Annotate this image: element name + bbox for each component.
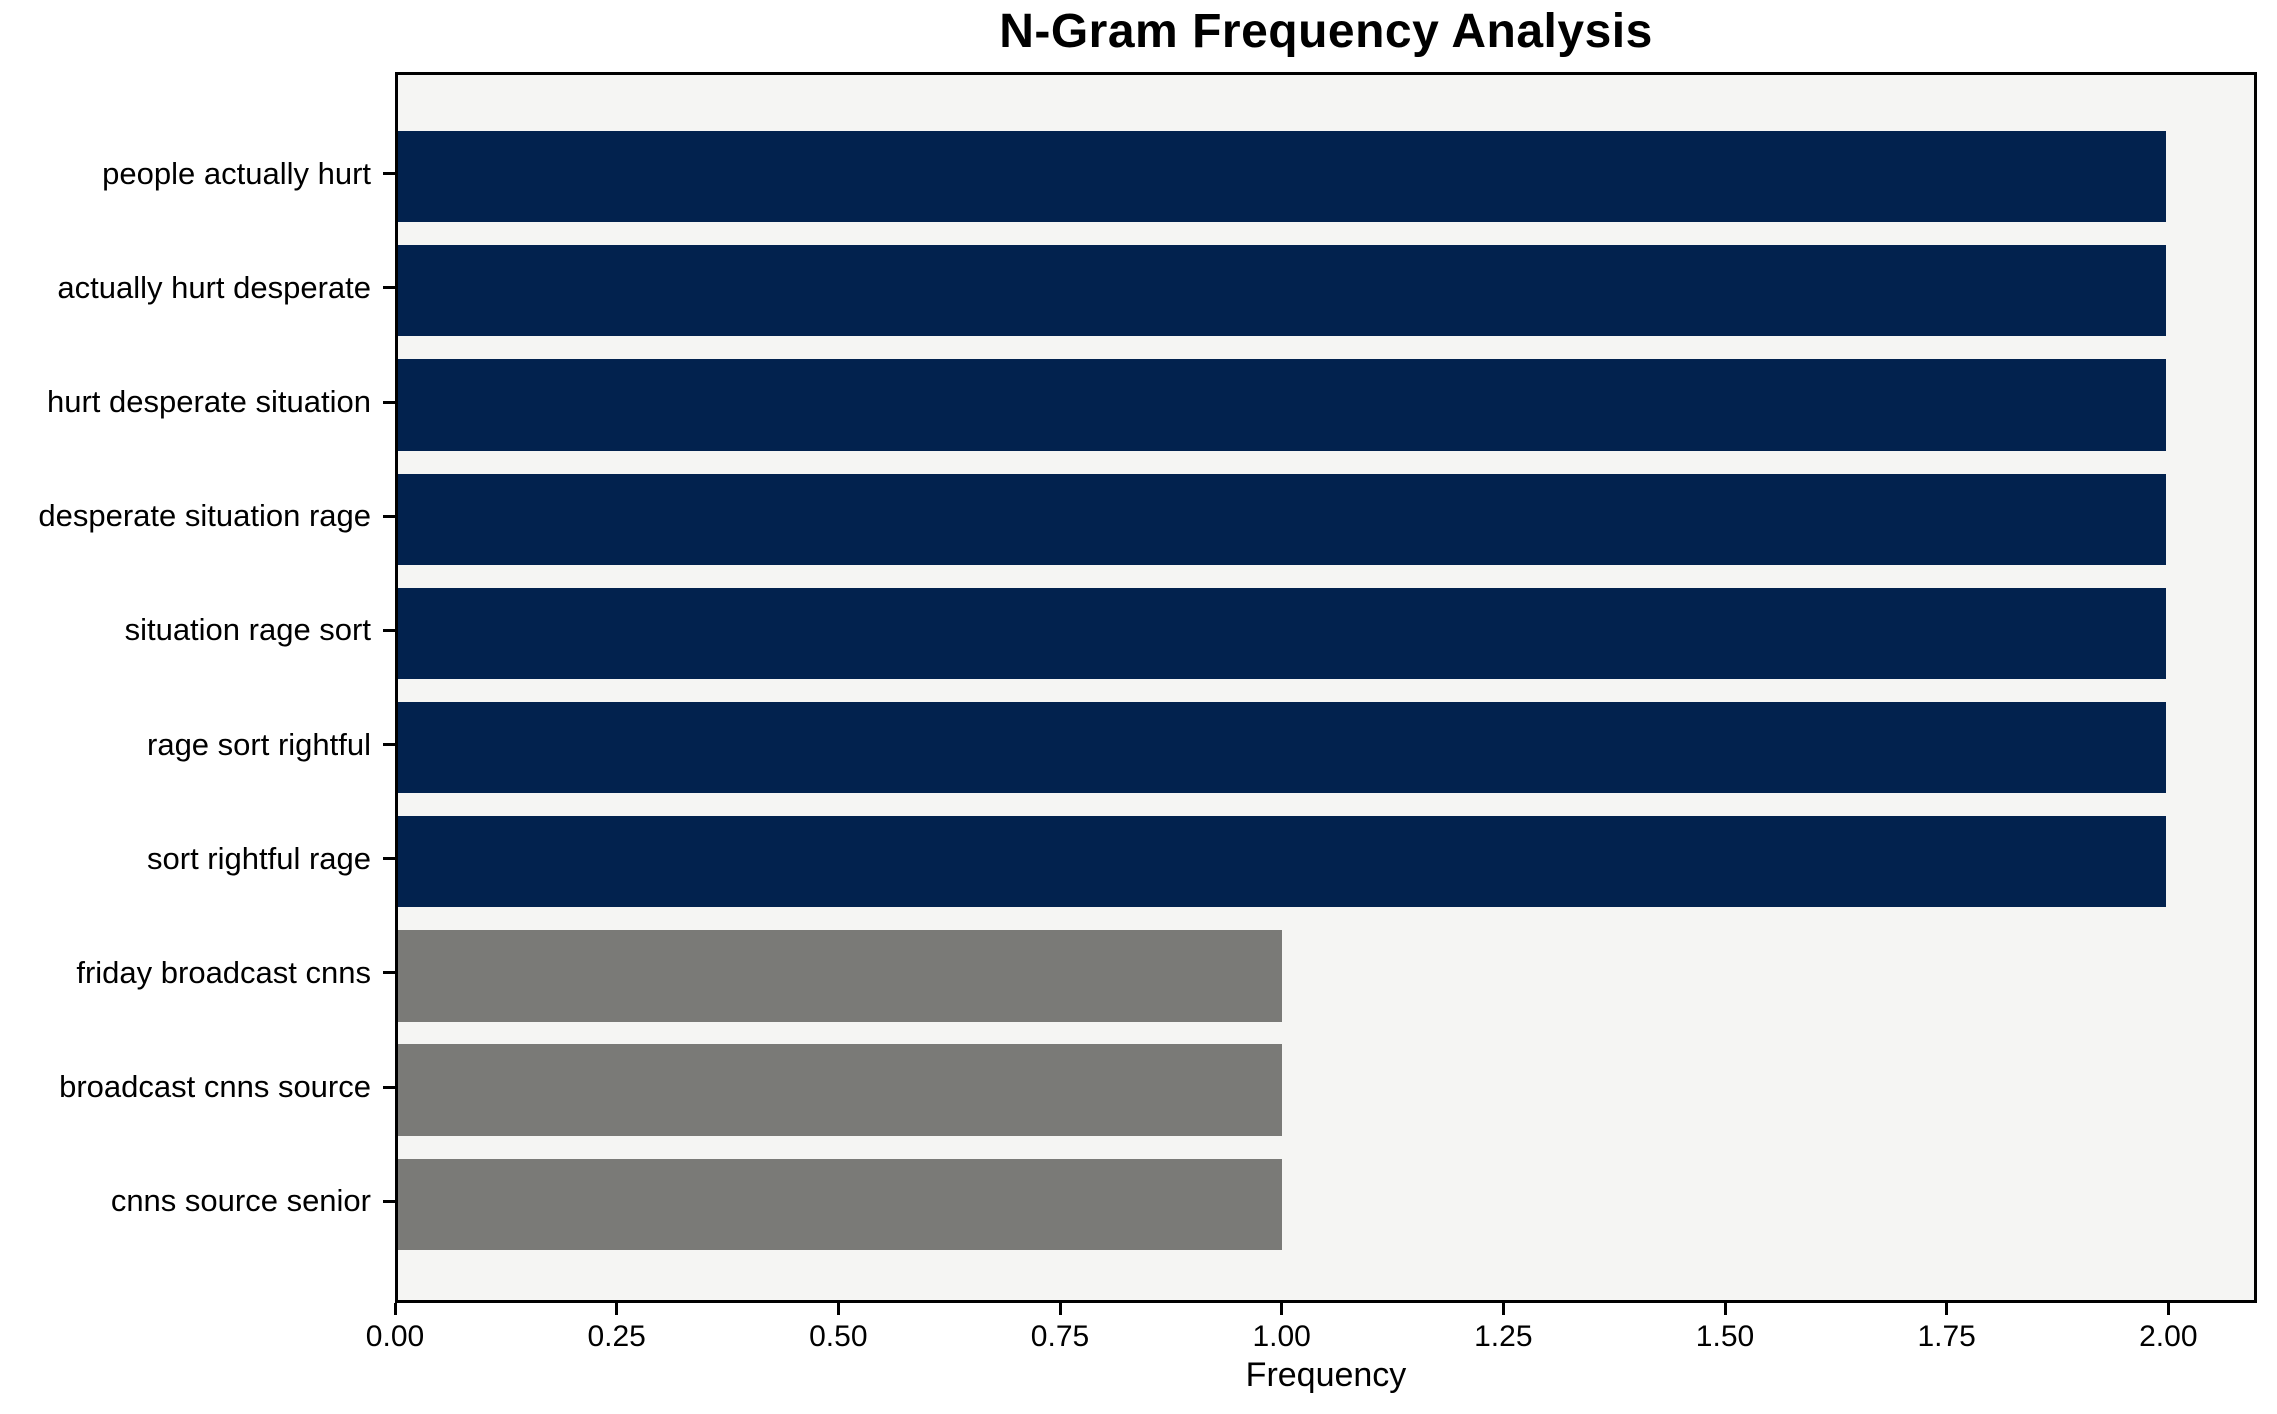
bar <box>398 130 2166 223</box>
x-tick-mark <box>1723 1303 1727 1315</box>
bar <box>398 930 1282 1022</box>
x-tick-mark <box>1058 1303 1062 1315</box>
x-tick-mark <box>1945 1303 1949 1315</box>
bar <box>398 587 2166 680</box>
x-tick-label: 1.50 <box>1695 1320 1755 1353</box>
x-tick-label: 1.25 <box>1474 1320 1533 1353</box>
x-tick-mark <box>393 1303 397 1315</box>
x-axis-label: Frequency <box>1245 1356 1407 1394</box>
y-tick-mark <box>383 628 395 632</box>
x-tick-label: 0.50 <box>809 1320 868 1353</box>
x-tick-label: 2.00 <box>2139 1320 2198 1353</box>
x-tick-label: 1.75 <box>1917 1320 1976 1353</box>
y-tick-mark <box>383 400 395 404</box>
y-tick-mark <box>383 172 395 176</box>
x-tick-label: 0.25 <box>587 1320 646 1353</box>
x-tick-mark <box>836 1303 840 1315</box>
plot-area <box>395 72 2257 1303</box>
y-tick-mark <box>383 971 395 975</box>
y-tick-label: desperate situation rage <box>38 498 371 534</box>
y-tick-label: rage sort rightful <box>147 726 371 762</box>
y-tick-label: friday broadcast cnns <box>76 954 371 990</box>
y-tick-mark <box>383 514 395 518</box>
x-tick-mark <box>2166 1303 2170 1315</box>
x-tick-mark <box>1501 1303 1505 1315</box>
y-tick-mark <box>383 743 395 747</box>
x-tick-mark <box>1280 1303 1284 1315</box>
x-tick-mark <box>615 1303 619 1315</box>
y-tick-label: situation rage sort <box>124 612 371 648</box>
chart-title: N-Gram Frequency Analysis <box>999 5 1653 58</box>
y-tick-label: broadcast cnns source <box>59 1069 371 1105</box>
y-tick-label: hurt desperate situation <box>47 384 371 420</box>
y-tick-label: sort rightful rage <box>147 840 371 876</box>
y-tick-mark <box>383 286 395 290</box>
x-tick-label: 1.00 <box>1252 1320 1311 1353</box>
y-tick-mark <box>383 1085 395 1089</box>
bar <box>398 359 2166 451</box>
y-tick-label: actually hurt desperate <box>57 269 371 305</box>
x-tick-label: 0.00 <box>365 1320 425 1353</box>
y-tick-label: cnns source senior <box>110 1183 371 1219</box>
x-tick-label: 0.75 <box>1030 1320 1090 1353</box>
y-tick-mark <box>383 1199 395 1203</box>
y-tick-mark <box>383 857 395 861</box>
bar <box>398 1158 1282 1251</box>
y-tick-label: people actually hurt <box>102 155 371 191</box>
bar <box>398 816 2166 908</box>
bar <box>398 701 2166 794</box>
bar <box>398 473 2166 565</box>
bar <box>398 245 2166 337</box>
bar <box>398 1044 1282 1136</box>
